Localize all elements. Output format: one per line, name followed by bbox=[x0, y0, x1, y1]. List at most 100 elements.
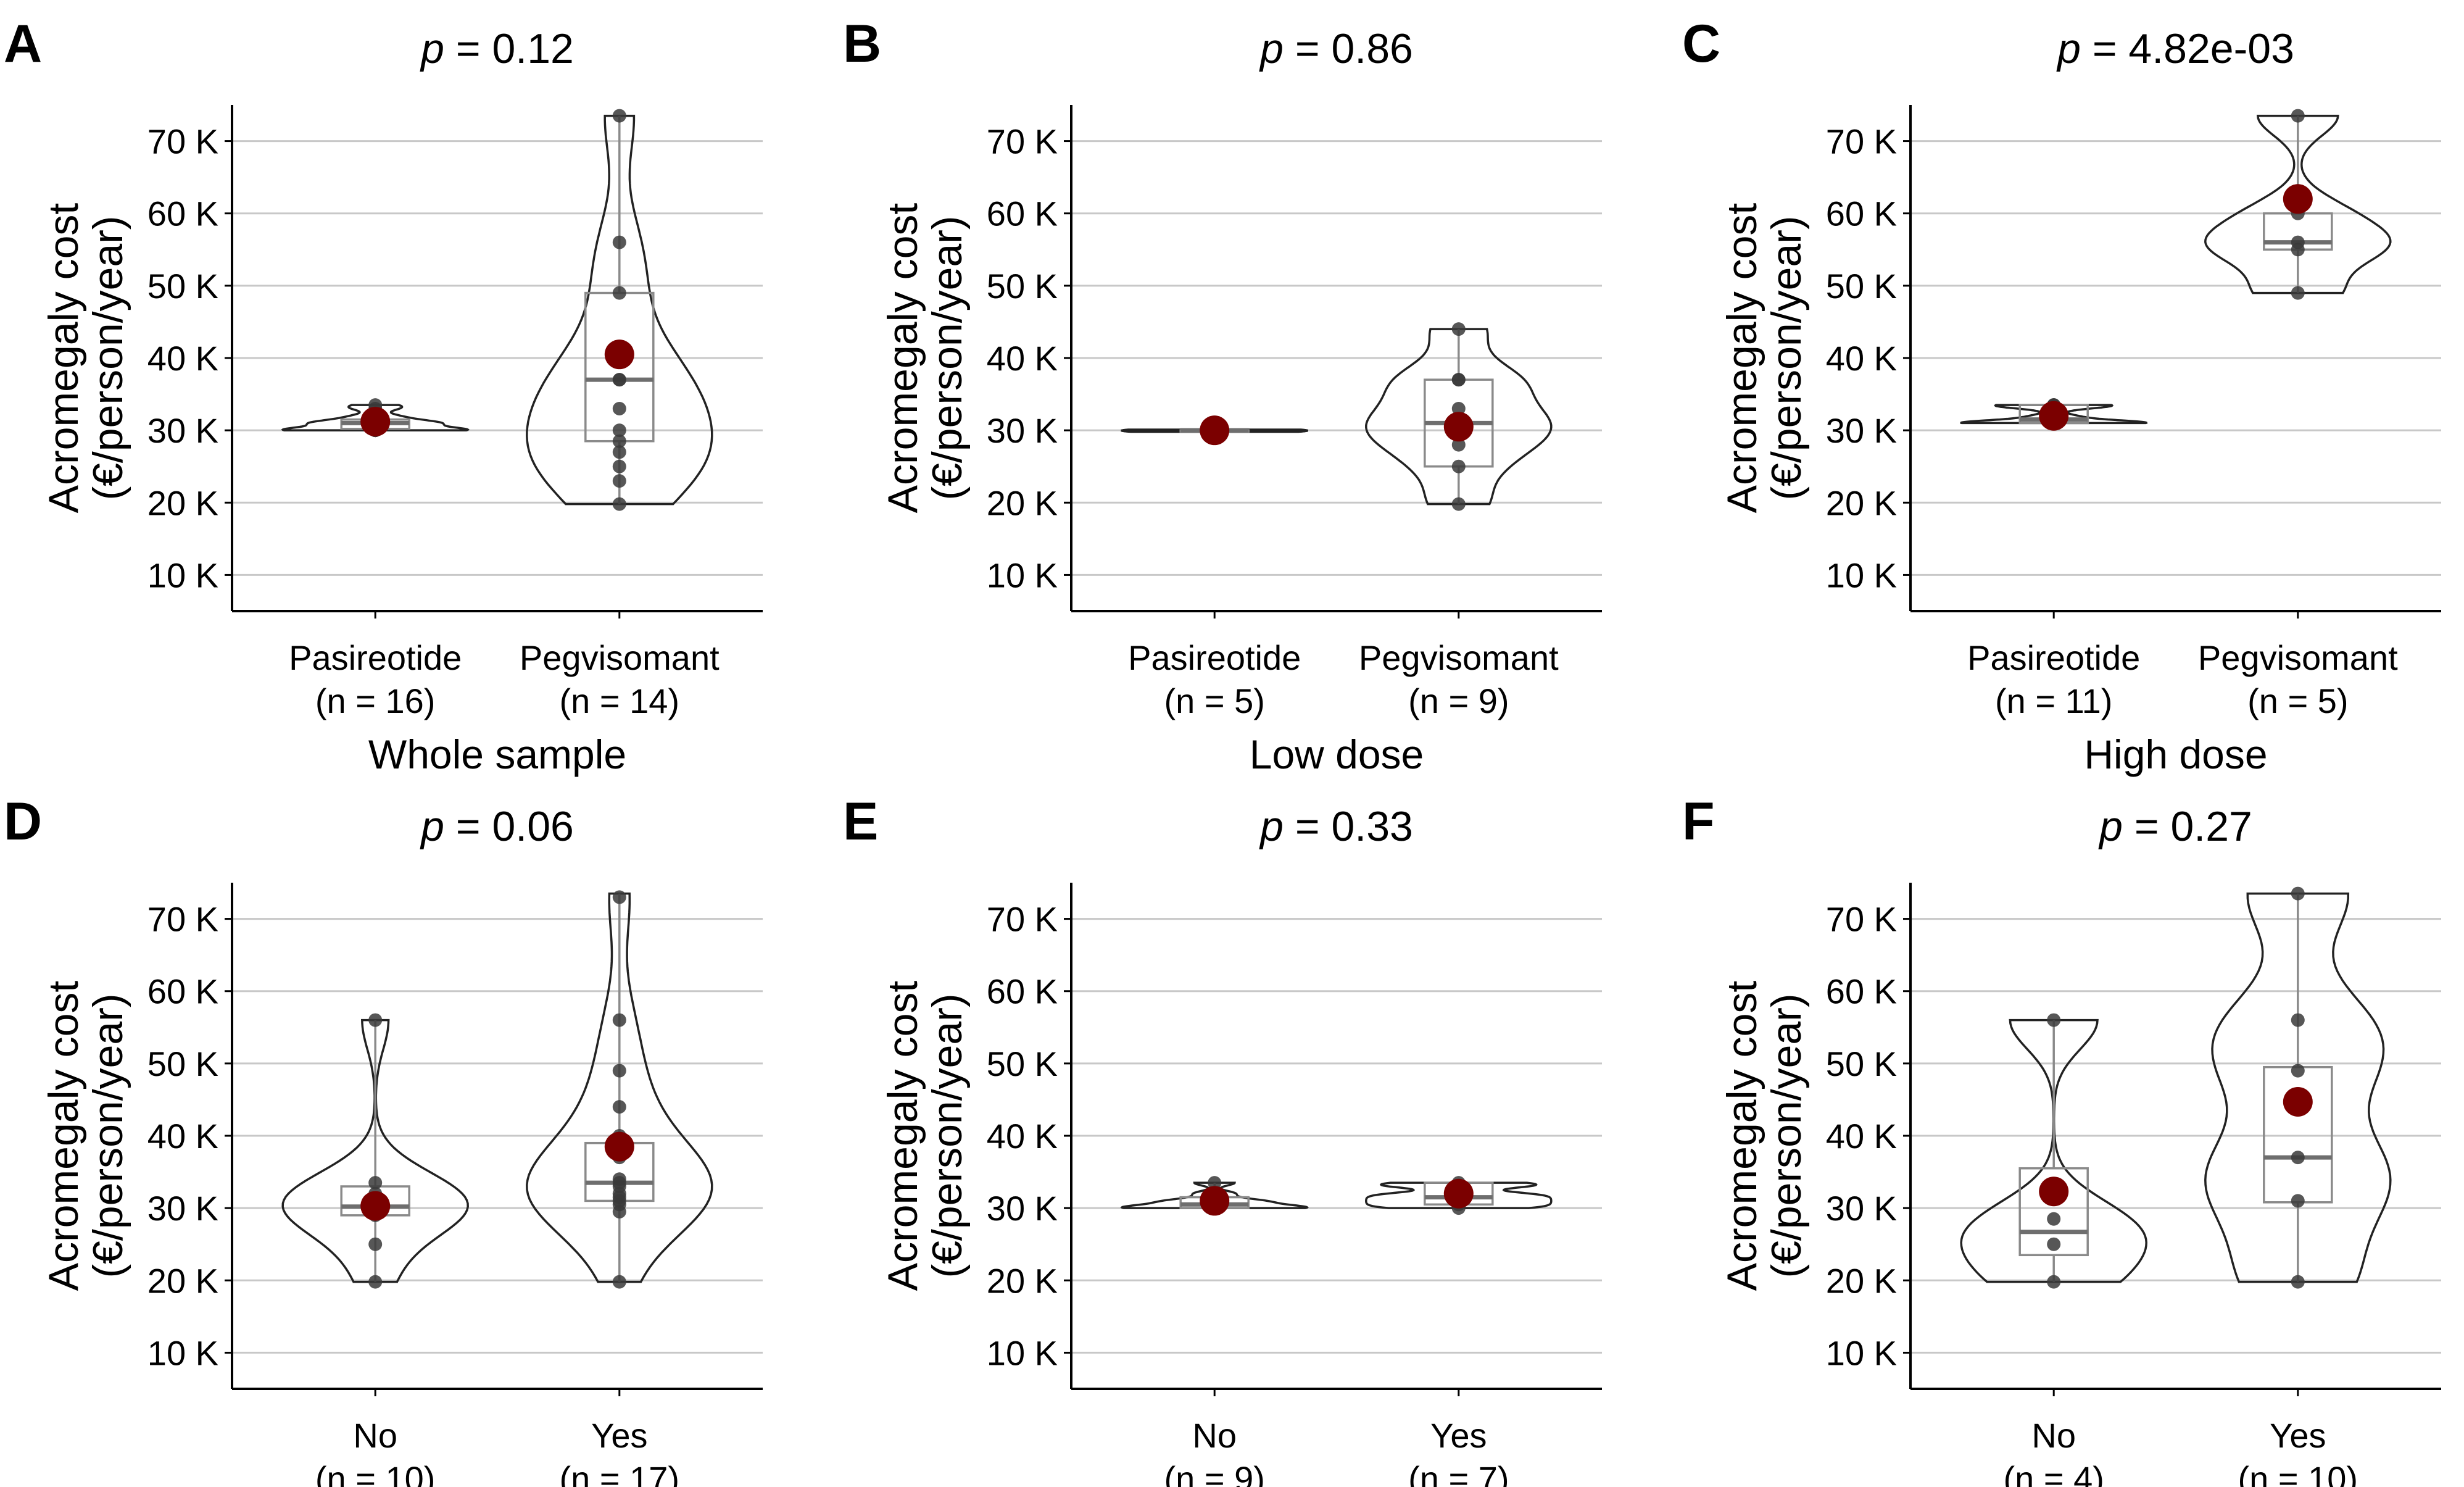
panel-title: p = 0.86 bbox=[1259, 25, 1413, 72]
x-axis-title: High dose bbox=[2084, 731, 2267, 777]
violin bbox=[526, 892, 713, 1283]
y-tick-label: 30 K bbox=[1826, 1189, 1897, 1228]
y-tick-label: 70 K bbox=[987, 900, 1058, 939]
p-symbol: p bbox=[420, 25, 444, 72]
group-no: No (n = 4) bbox=[1960, 1013, 2147, 1487]
y-label-line1: Acromegaly cost bbox=[879, 981, 926, 1291]
data-point bbox=[612, 373, 626, 387]
data-point bbox=[612, 459, 626, 473]
mean-point bbox=[2039, 1177, 2069, 1207]
y-tick-label: 20 K bbox=[1826, 483, 1897, 522]
y-tick-label: 10 K bbox=[987, 556, 1058, 594]
y-tick-label: 20 K bbox=[987, 1261, 1058, 1300]
data-point bbox=[612, 434, 626, 448]
group-pasireotide: Pasireotide (n = 16) bbox=[281, 398, 470, 720]
p-value: = 0.06 bbox=[444, 803, 574, 850]
y-tick-label: 60 K bbox=[987, 194, 1058, 233]
y-tick-label: 20 K bbox=[147, 1261, 218, 1300]
data-point bbox=[612, 1064, 626, 1078]
p-symbol: p bbox=[1259, 803, 1284, 850]
x-tick-label: Yes bbox=[2270, 1416, 2326, 1455]
x-tick-n: (n = 14) bbox=[560, 681, 680, 720]
violin bbox=[281, 1018, 469, 1283]
panel-letter: B bbox=[843, 14, 881, 73]
y-label-line2: (€/person/year) bbox=[924, 993, 971, 1278]
data-point bbox=[612, 1275, 626, 1289]
data-point bbox=[612, 890, 626, 904]
data-point bbox=[612, 235, 626, 249]
data-point bbox=[2291, 1064, 2305, 1078]
violin bbox=[1121, 428, 1308, 433]
mean-point bbox=[2283, 184, 2313, 214]
violin bbox=[526, 114, 713, 506]
data-point bbox=[1451, 459, 1466, 473]
x-axis-title: Low dose bbox=[1250, 731, 1424, 777]
data-point bbox=[1451, 497, 1466, 511]
y-tick-label: 70 K bbox=[1826, 122, 1897, 161]
y-tick-label: 10 K bbox=[147, 1333, 218, 1372]
mean-point bbox=[1443, 1178, 1474, 1209]
y-tick-label: 60 K bbox=[147, 194, 218, 233]
mean-point bbox=[1200, 1186, 1230, 1216]
y-tick-label: 70 K bbox=[147, 122, 218, 161]
data-point bbox=[2291, 1151, 2305, 1165]
group-pasireotide: Pasireotide (n = 5) bbox=[1121, 415, 1308, 720]
panel-title: p = 0.06 bbox=[420, 803, 574, 850]
y-tick-label: 60 K bbox=[147, 972, 218, 1011]
data-point bbox=[2047, 1237, 2061, 1251]
x-tick-n: (n = 16) bbox=[315, 681, 436, 720]
data-point bbox=[2291, 286, 2305, 300]
x-tick-n: (n = 4) bbox=[2003, 1459, 2104, 1487]
x-tick-label: Pegvisomant bbox=[2198, 638, 2398, 677]
group-no: No (n = 10) bbox=[281, 1013, 469, 1487]
y-tick-label: 60 K bbox=[1826, 194, 1897, 233]
y-tick-label: 20 K bbox=[1826, 1261, 1897, 1300]
x-tick-label: Pegvisomant bbox=[1359, 638, 1559, 677]
y-tick-label: 40 K bbox=[147, 339, 218, 378]
data-point bbox=[368, 1176, 383, 1190]
data-point bbox=[612, 286, 626, 300]
x-tick-label: No bbox=[1192, 1416, 1237, 1455]
y-label-line1: Acromegaly cost bbox=[1719, 203, 1765, 514]
data-point bbox=[612, 1172, 626, 1186]
group-pegvisomant: Pegvisomant (n = 5) bbox=[2198, 109, 2398, 720]
box bbox=[2018, 1167, 2089, 1257]
violin bbox=[1365, 1181, 1553, 1209]
data-point bbox=[2047, 1275, 2061, 1289]
y-label-line2: (€/person/year) bbox=[1763, 215, 1810, 500]
group-pegvisomant: Pegvisomant (n = 14) bbox=[520, 109, 720, 720]
x-tick-label: Yes bbox=[1430, 1416, 1487, 1455]
y-tick-label: 10 K bbox=[1826, 1333, 1897, 1372]
y-label-line1: Acromegaly cost bbox=[1719, 981, 1765, 1291]
panel-title: p = 0.27 bbox=[2098, 803, 2252, 850]
x-tick-n: (n = 17) bbox=[560, 1459, 680, 1487]
violin bbox=[1120, 1181, 1309, 1209]
x-tick-label: Pasireotide bbox=[289, 638, 462, 677]
y-tick-label: 40 K bbox=[1826, 1117, 1897, 1156]
panel-letter: E bbox=[843, 792, 878, 851]
group-yes: Yes (n = 7) bbox=[1365, 1176, 1553, 1487]
y-label-line1: Acromegaly cost bbox=[40, 981, 87, 1291]
p-symbol: p bbox=[420, 803, 444, 850]
x-tick-label: Pasireotide bbox=[1967, 638, 2140, 677]
y-label-line1: Acromegaly cost bbox=[40, 203, 87, 514]
data-point bbox=[2047, 1212, 2061, 1226]
data-point bbox=[612, 1013, 626, 1027]
y-tick-label: 40 K bbox=[147, 1117, 218, 1156]
x-tick-n: (n = 10) bbox=[315, 1459, 436, 1487]
y-tick-label: 30 K bbox=[1826, 411, 1897, 450]
y-tick-label: 70 K bbox=[987, 122, 1058, 161]
x-tick-n: (n = 7) bbox=[1408, 1459, 1509, 1487]
mean-point bbox=[360, 407, 391, 437]
group-yes: Yes (n = 17) bbox=[526, 890, 713, 1487]
y-tick-label: 40 K bbox=[987, 1117, 1058, 1156]
mean-point bbox=[360, 1191, 391, 1221]
y-tick-label: 10 K bbox=[147, 556, 218, 594]
x-tick-n: (n = 9) bbox=[1408, 681, 1509, 720]
data-point bbox=[368, 1275, 383, 1289]
data-point bbox=[1451, 438, 1466, 452]
y-tick-label: 30 K bbox=[987, 1189, 1058, 1228]
